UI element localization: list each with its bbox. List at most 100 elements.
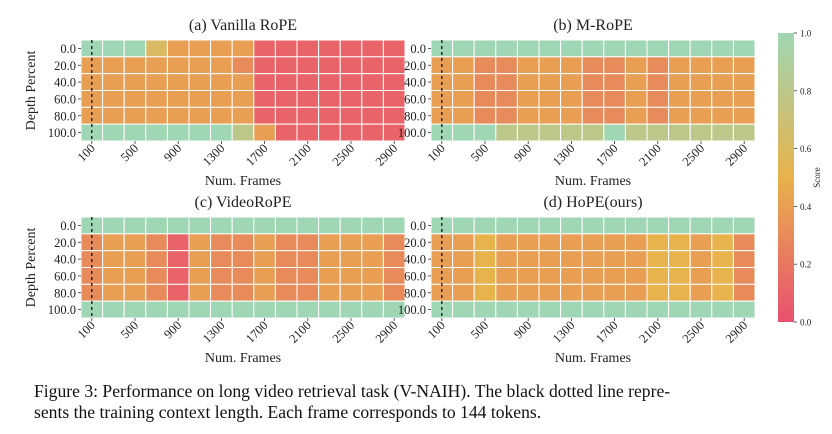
heatmap-cell <box>145 123 168 142</box>
heatmap-cell <box>166 300 190 319</box>
heatmap-cell <box>231 216 255 235</box>
heatmap-cell <box>495 283 518 302</box>
y-tick-label: 0.0 <box>60 219 76 233</box>
heatmap-cell <box>624 233 648 252</box>
heatmap-cell <box>538 233 562 252</box>
heatmap-cell <box>560 233 583 252</box>
heatmap-cell <box>318 106 341 125</box>
heatmap-cell <box>80 283 104 302</box>
heatmap-cell <box>274 106 298 125</box>
heatmap-cell <box>711 216 734 235</box>
caption-line-1: Figure 3: Performance on long video retr… <box>34 381 671 401</box>
heatmap-cell <box>624 283 648 302</box>
y-tick-label: 100.0 <box>48 126 76 140</box>
heatmap-cell <box>339 123 363 142</box>
heatmap-cell <box>711 233 734 252</box>
heatmap-cell <box>430 90 454 108</box>
y-tick-label: 0.0 <box>60 42 76 56</box>
y-tick-label: 40.0 <box>54 76 76 90</box>
heatmap-cell <box>318 283 341 302</box>
heatmap-cell <box>624 106 648 125</box>
heatmap-cell <box>361 39 384 58</box>
heatmap-cell <box>188 39 212 58</box>
heatmap-cell <box>145 267 168 285</box>
heatmap-cell <box>538 56 562 75</box>
y-axis-label: Depth Percent <box>24 228 39 308</box>
x-tick-label: 1700 <box>243 141 271 169</box>
heatmap-cell <box>274 73 298 91</box>
y-tick-label: 20.0 <box>54 236 76 250</box>
heatmap-cell <box>318 56 341 75</box>
heatmap-cell <box>102 233 125 252</box>
x-tick-label: 100 <box>75 318 98 341</box>
y-tick-label: 40.0 <box>404 76 426 90</box>
heatmap-cell <box>166 250 190 268</box>
heatmap-cell <box>231 283 255 302</box>
heatmap-cell <box>689 250 713 268</box>
heatmap-cell <box>166 106 190 125</box>
heatmap-cell <box>210 56 233 75</box>
x-tick-label: 2900 <box>723 141 751 169</box>
heatmap-cell <box>624 56 648 75</box>
heatmap-cell <box>296 56 320 75</box>
heatmap-cell <box>145 250 168 268</box>
heatmap-cell <box>668 233 691 252</box>
heatmap-cell <box>166 123 190 142</box>
x-tick-label: 500 <box>118 141 141 164</box>
heatmap-cell <box>253 106 276 125</box>
heatmap-cell <box>188 106 212 125</box>
heatmap-cell <box>318 250 341 268</box>
heatmap-cell <box>123 267 147 285</box>
y-tick-label: 60.0 <box>404 269 426 283</box>
heatmap-cell <box>296 233 320 252</box>
heatmap-cell <box>495 73 518 91</box>
heatmap-cell <box>102 267 125 285</box>
heatmap-cell <box>382 73 406 91</box>
heatmap-cell <box>581 73 605 91</box>
heatmap-cell <box>668 300 691 319</box>
heatmap-cell <box>581 267 605 285</box>
heatmap-cell <box>102 106 125 125</box>
y-tick-label: 0.0 <box>410 42 426 56</box>
heatmap-cell <box>166 267 190 285</box>
heatmap-cell <box>231 123 255 142</box>
heatmap-cell <box>560 123 583 142</box>
x-tick-label: 1300 <box>550 141 578 169</box>
heatmap-cell <box>296 123 320 142</box>
heatmap-cell <box>560 106 583 125</box>
heatmap-cell <box>430 267 454 285</box>
x-tick-label: 100 <box>75 141 98 164</box>
heatmap-cell <box>210 233 233 252</box>
x-tick-label: 2500 <box>330 141 358 169</box>
heatmap-cell <box>668 56 691 75</box>
heatmap-cell <box>732 233 756 252</box>
heatmap-cell <box>538 39 562 58</box>
heatmap-cell <box>711 250 734 268</box>
colorbar-gradient <box>778 33 794 322</box>
heatmap-cell <box>538 300 562 319</box>
heatmap-cell <box>711 267 734 285</box>
heatmap-cell <box>452 106 475 125</box>
heatmap-cell <box>188 56 212 75</box>
heatmap-cell <box>732 300 756 319</box>
heatmap-cell <box>646 233 670 252</box>
heatmap-cell <box>102 56 125 75</box>
y-tick-label: 20.0 <box>404 59 426 73</box>
heatmap-cell <box>668 39 691 58</box>
heatmap-cell <box>123 216 147 235</box>
heatmap-cell <box>732 216 756 235</box>
heatmap-cell <box>603 250 626 268</box>
heatmap-cell <box>495 250 518 268</box>
heatmap-cell <box>188 283 212 302</box>
heatmap-cell <box>274 233 298 252</box>
heatmap-cell <box>516 283 540 302</box>
heatmap-cell <box>538 216 562 235</box>
heatmap-cell <box>231 39 255 58</box>
heatmap-cell <box>296 39 320 58</box>
heatmap-cell <box>495 106 518 125</box>
heatmap-cell <box>516 233 540 252</box>
heatmap-cell <box>145 283 168 302</box>
heatmap-cell <box>102 283 125 302</box>
heatmap-cell <box>166 283 190 302</box>
heatmap-cell <box>560 283 583 302</box>
